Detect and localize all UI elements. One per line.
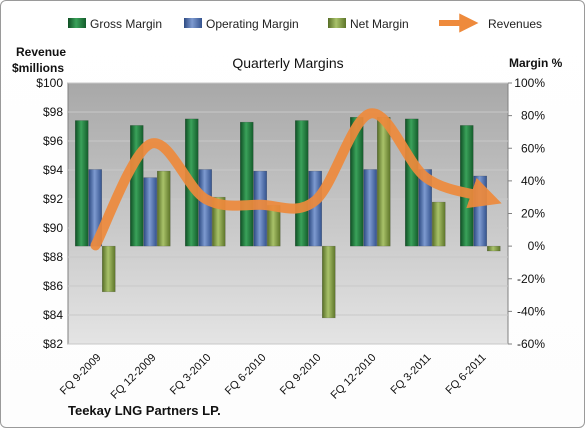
- legend-label-gross: Gross Margin: [90, 17, 162, 31]
- category-label: FQ 3-2010: [168, 352, 214, 398]
- legend-swatch-net: [328, 18, 346, 28]
- category-label: FQ 9-2009: [58, 352, 104, 398]
- bar-gross-margin: [130, 125, 144, 247]
- right-tick-label: 40%: [521, 174, 545, 188]
- bar-net-margin: [377, 117, 391, 247]
- left-tick-label: $98: [43, 105, 63, 119]
- right-tick-label: 0%: [528, 239, 546, 253]
- bar-operating-margin: [363, 169, 377, 247]
- left-tick-label: $82: [43, 337, 63, 351]
- bar-gross-margin: [75, 120, 89, 247]
- bar-gross-margin: [460, 125, 474, 247]
- left-tick-label: $84: [43, 308, 63, 322]
- category-label: FQ 12-2010: [329, 352, 379, 402]
- left-tick-label: $88: [43, 250, 63, 264]
- left-tick-label: $86: [43, 279, 63, 293]
- category-label: FQ 6-2010: [223, 352, 269, 398]
- legend-item-operating: Operating Margin: [184, 17, 299, 31]
- right-tick-label: 20%: [521, 207, 545, 221]
- bar-operating-margin: [473, 175, 487, 247]
- category-label: FQ 9-2010: [278, 352, 324, 398]
- left-axis-ticks: $82 $84 $86 $88 $90 $92 $94 $96 $98 $100: [36, 76, 63, 351]
- bar-operating-margin: [198, 169, 212, 247]
- bar-net-margin: [432, 201, 446, 247]
- left-tick-label: $90: [43, 221, 63, 235]
- legend: Gross Margin Operating Margin Net Margin…: [68, 13, 542, 33]
- chart-title: Quarterly Margins: [232, 55, 343, 71]
- left-tick-label: $92: [43, 192, 63, 206]
- right-tick-label: -60%: [517, 337, 545, 351]
- bar-gross-margin: [350, 117, 364, 247]
- legend-item-net: Net Margin: [328, 17, 409, 31]
- category-label: FQ 6-2011: [444, 352, 489, 397]
- legend-swatch-operating: [184, 18, 202, 28]
- bar-net-margin: [157, 170, 171, 247]
- category-label: FQ 3-2011: [389, 352, 434, 397]
- legend-label-net: Net Margin: [350, 17, 409, 31]
- bar-net-margin: [487, 245, 501, 252]
- legend-swatch-gross: [68, 18, 86, 28]
- right-tick-label: 60%: [521, 141, 545, 155]
- right-tick-label: 100%: [514, 76, 545, 90]
- category-label: FQ 12-2009: [109, 352, 159, 402]
- bar-operating-margin: [418, 169, 432, 247]
- legend-item-revenues: Revenues: [439, 13, 542, 33]
- company-name: Teekay LNG Partners LP.: [68, 403, 221, 418]
- left-tick-label: $100: [36, 76, 63, 90]
- right-axis-ticks: -60% -40% -20% 0% 20% 40% 60% 80% 100%: [508, 76, 545, 351]
- bars: [75, 117, 501, 319]
- right-axis-title: Margin %: [509, 56, 563, 70]
- left-axis-title-line2: $millions: [12, 61, 64, 75]
- right-tick-label: -20%: [517, 272, 545, 286]
- category-axis-labels: FQ 9-2009 FQ 12-2009 FQ 3-2010 FQ 6-2010 FQ …: [58, 352, 489, 402]
- bar-net-margin: [322, 245, 336, 319]
- right-tick-label: 80%: [521, 109, 545, 123]
- right-tick-label: -40%: [517, 304, 545, 318]
- bar-gross-margin: [240, 121, 254, 247]
- left-tick-label: $94: [43, 163, 63, 177]
- bar-gross-margin: [295, 120, 309, 247]
- bar-gross-margin: [405, 118, 419, 247]
- bar-net-margin: [102, 245, 116, 293]
- legend-label-revenues: Revenues: [488, 17, 542, 31]
- bar-operating-margin: [143, 177, 157, 247]
- left-tick-label: $96: [43, 134, 63, 148]
- legend-label-operating: Operating Margin: [206, 17, 299, 31]
- legend-item-gross: Gross Margin: [68, 17, 162, 31]
- left-axis-title-line1: Revenue: [16, 45, 66, 59]
- revenue-line: [90, 108, 502, 251]
